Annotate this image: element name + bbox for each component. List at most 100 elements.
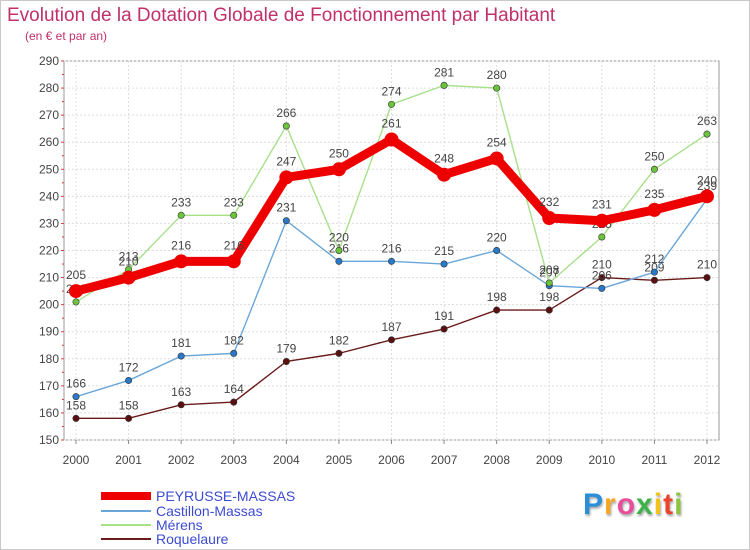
data-point-peyrusse-massas [700,189,714,204]
data-label-castillon-massas: 215 [434,244,454,258]
x-tick-label: 2004 [273,453,300,467]
data-label-peyrusse-massas: 248 [434,152,454,166]
data-label-m-rens: 208 [539,263,559,277]
data-label-m-rens: 220 [329,231,349,245]
data-label-roquelaure: 179 [276,341,296,355]
legend-swatch-merens [101,524,151,526]
data-label-castillon-massas: 239 [697,179,717,193]
y-tick-label: 180 [39,352,59,366]
y-tick-label: 160 [39,406,59,420]
data-label-m-rens: 280 [487,68,507,82]
data-point-peyrusse-massas [594,213,609,228]
series-peyrusse-massas: 205 210 216 216 247 250 261 248 254 232 231 235 240 [66,117,717,299]
data-label-roquelaure: 158 [119,398,139,412]
x-tick-label: 2001 [115,453,142,467]
data-point-peyrusse-massas [489,151,504,166]
legend-label-merens: Mérens [156,517,203,533]
data-point-roquelaure [335,349,343,357]
y-tick-label: 240 [39,189,59,203]
data-label-peyrusse-massas: 231 [592,198,612,212]
x-tick-label: 2002 [168,453,195,467]
data-point-roquelaure [282,357,290,365]
data-label-castillon-massas: 220 [487,231,507,245]
logo-letter: x [636,488,654,521]
data-point-castillon-massas [177,352,185,360]
data-label-peyrusse-massas: 254 [487,135,507,149]
data-point-peyrusse-massas [226,254,241,269]
data-label-castillon-massas: 182 [224,333,244,347]
data-label-castillon-massas: 212 [644,252,664,266]
data-label-peyrusse-massas: 261 [381,117,401,131]
data-point-m-rens [72,298,80,306]
data-point-roquelaure [387,336,395,344]
logo-letter: r [604,488,617,521]
legend-swatch-peyrusse-massas [101,492,151,500]
data-point-roquelaure [493,306,501,314]
x-tick-label: 2009 [536,453,563,467]
y-tick-label: 220 [39,244,59,258]
logo-letter: i [653,488,664,521]
y-tick-label: 210 [39,271,59,285]
series-m-rens: 201213233233266220274281280208225250263 [66,65,717,306]
proxiti-logo: Proxiti [583,488,683,522]
data-label-roquelaure: 163 [171,385,191,399]
data-label-peyrusse-massas: 247 [276,154,296,168]
data-label-peyrusse-massas: 216 [171,238,191,252]
data-label-peyrusse-massas: 240 [697,173,717,187]
data-point-peyrusse-massas [69,284,83,299]
data-point-castillon-massas [493,247,501,255]
data-point-peyrusse-massas [384,132,399,147]
data-label-peyrusse-massas: 232 [539,195,559,209]
data-label-castillon-massas: 231 [276,201,296,215]
data-label-castillon-massas: 166 [66,377,86,391]
data-point-castillon-massas [650,268,658,276]
data-label-peyrusse-massas: 205 [66,268,86,282]
data-point-peyrusse-massas [121,270,136,285]
data-label-roquelaure: 182 [329,333,349,347]
data-point-m-rens [282,122,290,130]
data-label-m-rens: 250 [644,149,664,163]
data-point-castillon-massas [282,217,290,225]
data-point-roquelaure [598,274,606,282]
data-point-roquelaure [650,276,658,284]
data-point-peyrusse-massas [279,170,294,185]
data-point-roquelaure [440,325,448,333]
legend-label-peyrusse-massas: PEYRUSSE-MASSAS [156,488,296,504]
data-label-m-rens: 233 [224,195,244,209]
data-label-castillon-massas: 207 [539,266,559,280]
chart-subtitle: (en € et par an) [25,29,108,43]
data-label-m-rens: 266 [276,106,296,120]
x-tick-label: 2012 [694,453,721,467]
data-label-m-rens: 281 [434,65,454,79]
data-label-roquelaure: 164 [224,382,244,396]
y-tick-label: 170 [39,379,59,393]
data-label-peyrusse-massas: 210 [119,255,139,269]
logo-letter: P [583,488,605,521]
data-label-castillon-massas: 172 [119,360,139,374]
data-point-m-rens [177,211,185,219]
x-tick-label: 2007 [431,453,458,467]
legend-swatch-roquelaure [101,538,151,540]
y-tick-label: 250 [39,162,59,176]
data-point-m-rens [703,130,711,138]
data-point-peyrusse-massas [174,254,189,269]
logo-letter: o [616,488,637,521]
data-label-peyrusse-massas: 235 [644,187,664,201]
data-label-roquelaure: 198 [487,290,507,304]
data-point-roquelaure [72,414,80,422]
chart-title: Evolution de la Dotation Globale de Fonc… [7,5,556,26]
data-point-castillon-massas [335,257,343,265]
logo-letter: i [674,488,684,521]
x-tick-label: 2000 [63,453,90,467]
y-tick-label: 200 [39,298,59,312]
y-tick-label: 230 [39,216,59,230]
data-point-roquelaure [545,306,553,314]
data-point-castillon-massas [72,393,80,401]
y-tick-label: 280 [39,81,59,95]
y-tick-label: 190 [39,325,59,339]
y-tick-label: 150 [39,433,59,447]
data-point-roquelaure [230,398,238,406]
data-label-peyrusse-massas: 216 [224,238,244,252]
data-point-m-rens [230,211,238,219]
